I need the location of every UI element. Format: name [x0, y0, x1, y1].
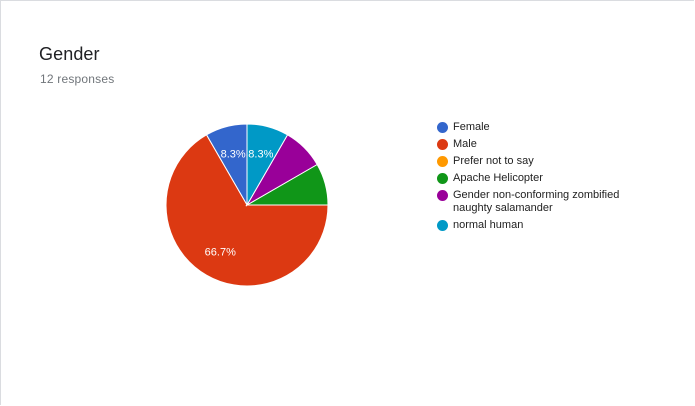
legend-label: Female: [453, 121, 490, 133]
legend-swatch-icon: [437, 156, 448, 167]
pie-slice-male[interactable]: [165, 134, 329, 287]
legend-swatch-icon: [437, 220, 448, 231]
legend-item[interactable]: Prefer not to say: [437, 155, 637, 168]
legend-label: normal human: [453, 219, 524, 231]
legend-label: Male: [453, 138, 477, 150]
legend-swatch-icon: [437, 122, 448, 133]
legend-label: Prefer not to say: [453, 155, 534, 167]
legend-swatch-icon: [437, 139, 448, 150]
response-count: 12 responses: [40, 72, 115, 86]
legend-item[interactable]: Apache Helicopter: [437, 172, 637, 185]
pie-slice-normal-human[interactable]: [246, 123, 289, 207]
legend-label: Gender non-conforming zombified naughty …: [453, 189, 620, 214]
question-title: Gender: [39, 44, 100, 64]
slice-label: 8.3%: [221, 148, 246, 160]
legend-item[interactable]: normal human: [437, 219, 637, 232]
legend-item[interactable]: Female: [437, 121, 637, 134]
legend-item[interactable]: Gender non-conforming zombified naughty …: [437, 189, 637, 215]
legend-swatch-icon: [437, 190, 448, 201]
legend-item[interactable]: Male: [437, 138, 637, 151]
slice-label: 66.7%: [205, 246, 236, 258]
slice-label: 8.3%: [248, 148, 273, 160]
legend-swatch-icon: [437, 173, 448, 184]
legend-label: Apache Helicopter: [453, 172, 543, 184]
chart-legend: Female Male Prefer not to say Apache Helico…: [437, 121, 637, 236]
